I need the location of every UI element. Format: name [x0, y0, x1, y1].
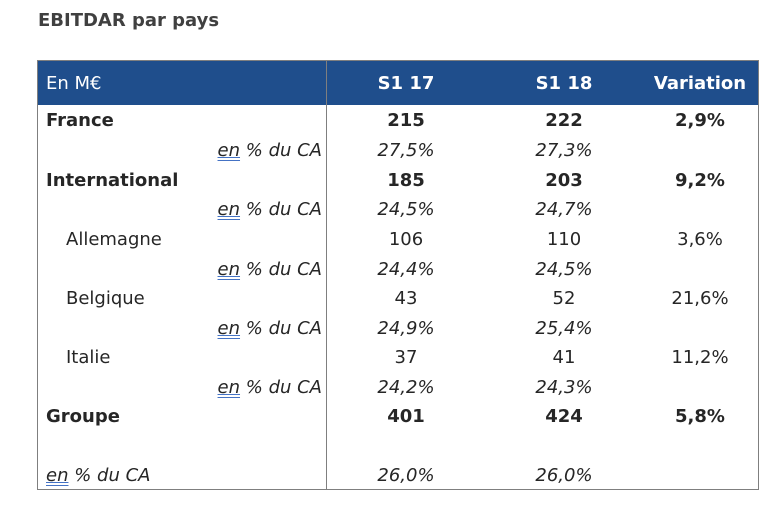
header-s1-18: S1 18 [535, 73, 593, 94]
header-s1-17: S1 17 [377, 73, 435, 94]
pct-s1-17: 24,9% [377, 318, 435, 339]
table-row: en % du CA 24,9% 25,4% [38, 314, 758, 344]
pct-s1-17: 24,5% [377, 199, 435, 220]
table-header: En M€ S1 17 S1 18 Variation [38, 61, 758, 105]
row-label: International [46, 170, 179, 191]
pct-s1-17: 26,0% [377, 465, 435, 486]
header-variation: Variation [653, 73, 747, 94]
value-s1-17: 43 [394, 288, 418, 309]
value-s1-18: 41 [552, 347, 576, 368]
value-s1-18: 203 [545, 170, 583, 191]
pct-label: en % du CA [217, 318, 322, 339]
row-label: Italie [66, 347, 111, 368]
header-label: En M€ [46, 73, 102, 94]
value-s1-17: 185 [387, 170, 425, 191]
row-label: Groupe [46, 406, 120, 427]
pct-s1-18: 27,3% [535, 140, 593, 161]
pct-label: en % du CA [217, 199, 322, 220]
value-s1-18: 424 [545, 406, 583, 427]
value-variation: 9,2% [675, 170, 725, 191]
row-label: Belgique [66, 288, 145, 309]
table-row: International 185 203 9,2% [38, 166, 758, 196]
ebitdar-table: En M€ S1 17 S1 18 Variation France 215 2… [37, 60, 759, 490]
table-row: Italie 37 41 11,2% [38, 343, 758, 373]
table-row: en % du CA 24,2% 24,3% [38, 373, 758, 403]
value-variation: 21,6% [671, 288, 729, 309]
pct-s1-18: 24,3% [535, 377, 593, 398]
column-divider [326, 61, 327, 489]
value-variation: 3,6% [677, 229, 723, 250]
pct-s1-18: 25,4% [535, 318, 593, 339]
row-label: France [46, 110, 114, 131]
value-s1-18: 110 [546, 229, 582, 250]
table-row: Allemagne 106 110 3,6% [38, 225, 758, 255]
pct-s1-18: 24,7% [535, 199, 593, 220]
value-s1-17: 37 [394, 347, 418, 368]
table-title: EBITDAR par pays [38, 10, 220, 31]
value-s1-18: 52 [552, 288, 576, 309]
pct-s1-17: 27,5% [377, 140, 435, 161]
value-variation: 5,8% [675, 406, 725, 427]
table-row: en % du CA 27,5% 27,3% [38, 136, 758, 166]
table-row: en % du CA 26,0% 26,0% [38, 461, 758, 491]
table-row: en % du CA 24,4% 24,5% [38, 255, 758, 285]
value-variation: 11,2% [671, 347, 729, 368]
table-row: France 215 222 2,9% [38, 106, 758, 136]
pct-label: en % du CA [217, 259, 322, 280]
pct-s1-18: 26,0% [535, 465, 593, 486]
pct-s1-17: 24,4% [377, 259, 435, 280]
value-s1-17: 401 [387, 406, 425, 427]
pct-label: en % du CA [217, 140, 322, 161]
value-variation: 2,9% [675, 110, 725, 131]
row-label: Allemagne [66, 229, 162, 250]
table-row: Groupe 401 424 5,8% [38, 402, 758, 432]
pct-label: en % du CA [217, 377, 322, 398]
value-s1-17: 215 [387, 110, 425, 131]
pct-s1-17: 24,2% [377, 377, 435, 398]
pct-s1-18: 24,5% [535, 259, 593, 280]
pct-label: en % du CA [46, 465, 151, 486]
value-s1-17: 106 [388, 229, 424, 250]
value-s1-18: 222 [545, 110, 583, 131]
table-row: en % du CA 24,5% 24,7% [38, 195, 758, 225]
table-row: Belgique 43 52 21,6% [38, 284, 758, 314]
